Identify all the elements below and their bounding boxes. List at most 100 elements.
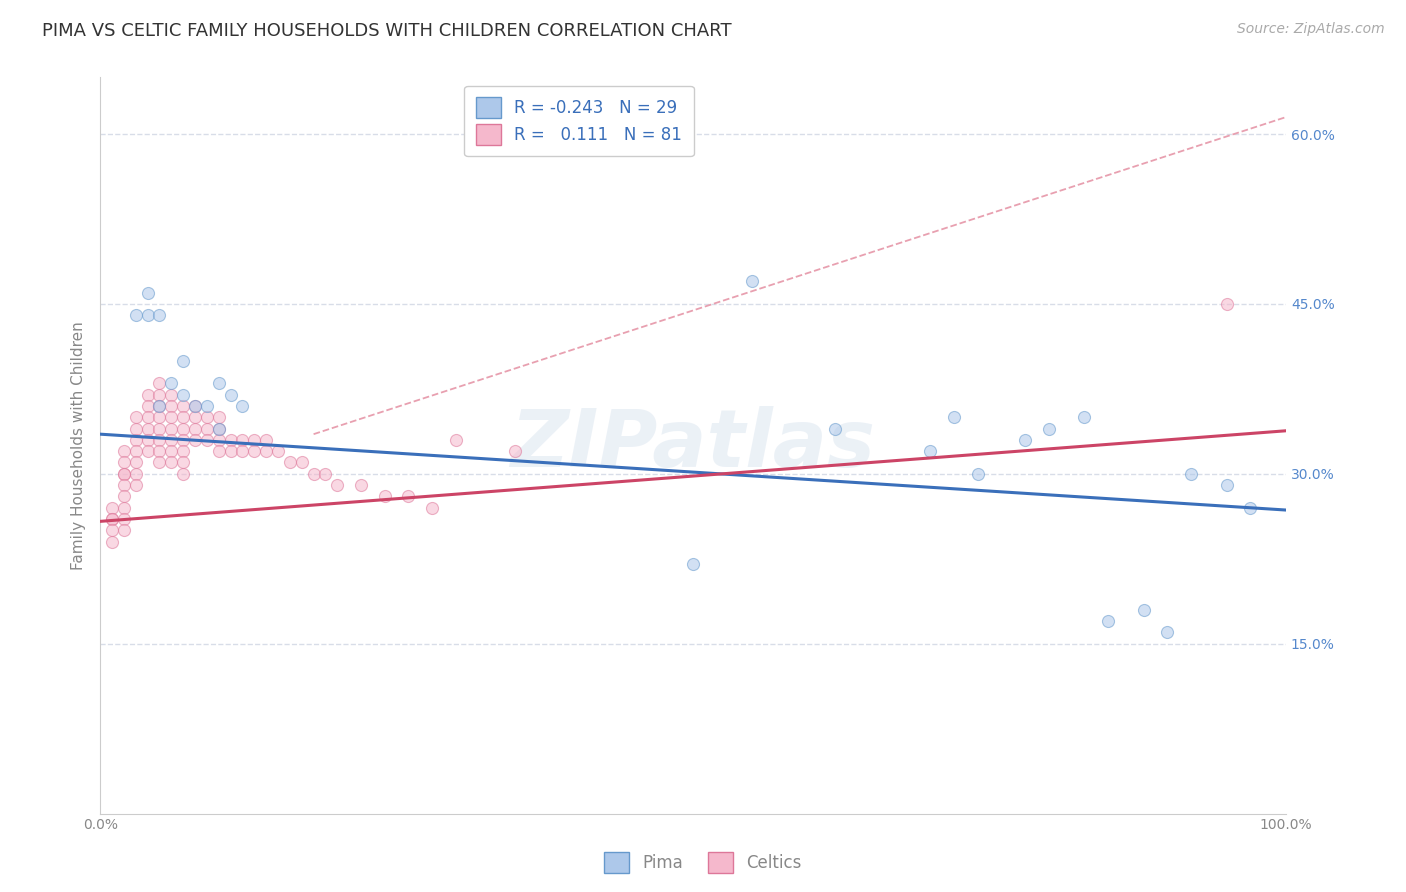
Point <box>136 410 159 425</box>
Point <box>125 478 148 492</box>
Point <box>208 444 231 458</box>
Point <box>148 433 170 447</box>
Point <box>172 455 194 469</box>
Point <box>148 308 170 322</box>
Point <box>1038 421 1060 435</box>
Point <box>160 387 183 401</box>
Point <box>172 353 194 368</box>
Point <box>136 421 159 435</box>
Point <box>112 467 135 481</box>
Point <box>184 410 207 425</box>
Point <box>208 376 231 391</box>
Point <box>148 421 170 435</box>
Point <box>112 467 135 481</box>
Point <box>172 410 194 425</box>
Point <box>350 478 373 492</box>
Point <box>148 455 170 469</box>
Point <box>125 410 148 425</box>
Point <box>184 433 207 447</box>
Point <box>267 444 290 458</box>
Point <box>136 433 159 447</box>
Point <box>398 490 420 504</box>
Point <box>1097 614 1119 628</box>
Point <box>243 433 266 447</box>
Point <box>125 308 148 322</box>
Point <box>195 399 218 413</box>
Point <box>943 410 966 425</box>
Point <box>208 421 231 435</box>
Point <box>184 421 207 435</box>
Point <box>148 410 170 425</box>
Point <box>302 467 325 481</box>
Point <box>172 467 194 481</box>
Point <box>1215 297 1237 311</box>
Point <box>231 433 253 447</box>
Y-axis label: Family Households with Children: Family Households with Children <box>72 321 86 570</box>
Point <box>172 433 194 447</box>
Point <box>314 467 336 481</box>
Point <box>148 399 170 413</box>
Point <box>231 399 253 413</box>
Point <box>112 455 135 469</box>
Point <box>101 524 124 538</box>
Point <box>326 478 349 492</box>
Point <box>966 467 988 481</box>
Point <box>208 421 231 435</box>
Point <box>112 524 135 538</box>
Point <box>160 399 183 413</box>
Point <box>1215 478 1237 492</box>
Point <box>243 444 266 458</box>
Point <box>160 444 183 458</box>
Point <box>136 387 159 401</box>
Point <box>112 490 135 504</box>
Point <box>160 376 183 391</box>
Text: PIMA VS CELTIC FAMILY HOUSEHOLDS WITH CHILDREN CORRELATION CHART: PIMA VS CELTIC FAMILY HOUSEHOLDS WITH CH… <box>42 22 731 40</box>
Point <box>1156 625 1178 640</box>
Point <box>1132 603 1154 617</box>
Point <box>1239 500 1261 515</box>
Point <box>136 444 159 458</box>
Point <box>125 467 148 481</box>
Point <box>219 387 242 401</box>
Point <box>112 512 135 526</box>
Point <box>172 399 194 413</box>
Point <box>148 376 170 391</box>
Legend: Pima, Celtics: Pima, Celtics <box>598 846 808 880</box>
Point <box>219 444 242 458</box>
Point <box>1014 433 1036 447</box>
Point <box>160 455 183 469</box>
Point <box>125 455 148 469</box>
Point <box>101 500 124 515</box>
Point <box>101 534 124 549</box>
Point <box>231 444 253 458</box>
Point <box>160 410 183 425</box>
Point <box>291 455 314 469</box>
Point <box>112 444 135 458</box>
Point <box>160 433 183 447</box>
Point <box>172 421 194 435</box>
Point <box>101 512 124 526</box>
Point <box>172 387 194 401</box>
Point <box>1073 410 1095 425</box>
Point <box>824 421 846 435</box>
Point <box>420 500 443 515</box>
Point <box>136 285 159 300</box>
Point <box>254 444 277 458</box>
Point <box>208 433 231 447</box>
Point <box>148 387 170 401</box>
Point <box>136 308 159 322</box>
Point <box>136 399 159 413</box>
Point <box>254 433 277 447</box>
Text: ZIPatlas: ZIPatlas <box>510 407 876 484</box>
Point <box>682 558 704 572</box>
Point <box>112 478 135 492</box>
Point <box>148 444 170 458</box>
Point <box>195 421 218 435</box>
Point <box>160 421 183 435</box>
Point <box>208 410 231 425</box>
Point <box>1180 467 1202 481</box>
Point <box>444 433 467 447</box>
Point <box>219 433 242 447</box>
Point <box>112 500 135 515</box>
Point <box>503 444 526 458</box>
